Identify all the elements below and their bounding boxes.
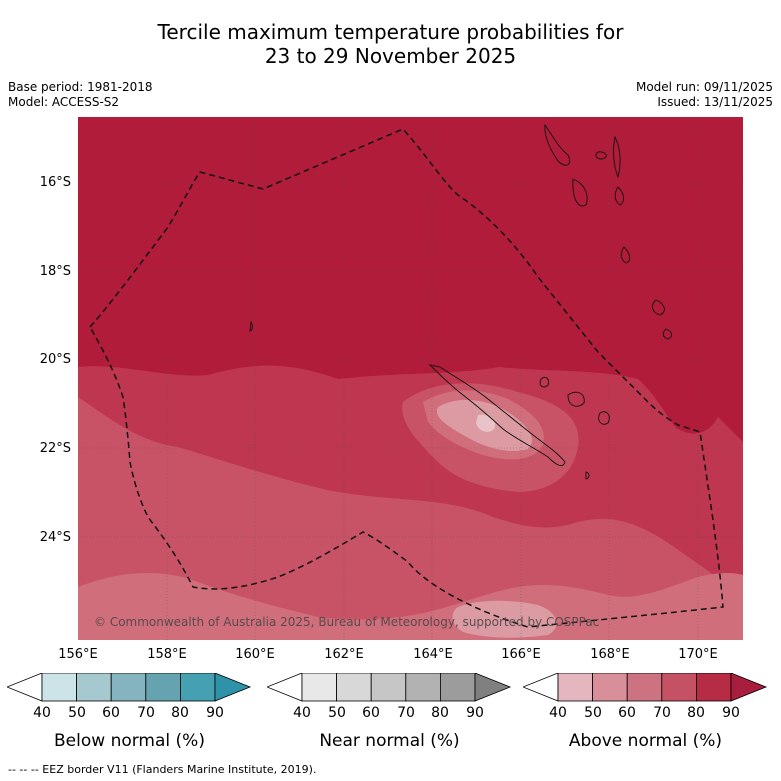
colorbar-below-segment xyxy=(145,673,181,702)
island-vanuatu-5 xyxy=(614,186,625,206)
lon-tick-164e: 164°E xyxy=(413,647,453,662)
cb-near-label-40: 40 xyxy=(293,705,311,721)
island-vanuatu-3 xyxy=(613,135,621,179)
cb-near-label-50: 50 xyxy=(328,705,346,721)
contour-above-60 xyxy=(78,572,743,640)
island-loyalty-3 xyxy=(598,411,610,425)
colorbar-above-arrow-right xyxy=(730,673,768,702)
lat-tick-24s: 24°S xyxy=(39,530,71,545)
island-south-small xyxy=(585,471,590,480)
cb-below-title: Below normal (%) xyxy=(54,731,205,751)
contour-above-40 xyxy=(476,414,496,432)
colorbar-near-segment xyxy=(301,673,337,702)
colorbar-near xyxy=(267,673,512,702)
cb-near-label-70: 70 xyxy=(397,705,415,721)
island-new-caledonia xyxy=(428,364,566,467)
lon-tick-156e: 156°E xyxy=(58,647,98,662)
lat-tick-20s: 20°S xyxy=(39,352,71,367)
colorbar-near-segment xyxy=(336,673,372,702)
lon-tick-168e: 168°E xyxy=(590,647,630,662)
issued-date: Issued: 13/11/2025 xyxy=(657,95,773,109)
colorbar-near-arrow-right xyxy=(474,673,512,702)
colorbar-below-arrow-left xyxy=(7,673,43,702)
colorbar-below-segment xyxy=(110,673,147,702)
colorbar-below-segment xyxy=(41,673,77,702)
colorbar-above xyxy=(523,673,768,702)
lon-tick-166e: 166°E xyxy=(501,647,541,662)
cb-near-label-90: 90 xyxy=(466,705,484,721)
cb-above-label-80: 80 xyxy=(687,705,705,721)
cb-below-label-90: 90 xyxy=(206,705,224,721)
cb-near-label-80: 80 xyxy=(431,705,449,721)
cb-above-label-70: 70 xyxy=(653,705,671,721)
cb-below-label-80: 80 xyxy=(171,705,189,721)
island-vanuatu-6 xyxy=(620,246,631,264)
lon-tick-162e: 162°E xyxy=(324,647,364,662)
colorbar-above-segment xyxy=(626,673,663,702)
copyright-text: © Commonwealth of Australia 2025, Bureau… xyxy=(94,615,599,629)
graticule xyxy=(78,117,743,640)
model-name: Model: ACCESS-S2 xyxy=(8,95,120,109)
colorbar-below xyxy=(7,673,252,702)
meta-right: Model run: 09/11/2025 Issued: 13/11/2025 xyxy=(636,80,773,110)
colorbar-below-arrow-right xyxy=(214,673,252,702)
probability-map: © Commonwealth of Australia 2025, Bureau… xyxy=(78,117,743,640)
cb-above-label-90: 90 xyxy=(722,705,740,721)
colorbar-above-segment xyxy=(557,673,593,702)
island-vanuatu-7 xyxy=(652,299,665,316)
lon-tick-158e: 158°E xyxy=(147,647,187,662)
colorbar-above-arrow-left xyxy=(523,673,559,702)
cb-above-label-50: 50 xyxy=(584,705,602,721)
colorbar-above-segment xyxy=(592,673,628,702)
island-vanuatu-1 xyxy=(544,123,571,166)
cb-below-label-70: 70 xyxy=(137,705,155,721)
islands xyxy=(249,123,673,480)
title-line-2: 23 to 29 November 2025 xyxy=(264,44,517,68)
island-solomon-small xyxy=(249,320,253,332)
cb-near-title: Near normal (%) xyxy=(319,731,460,751)
island-vanuatu-2 xyxy=(572,178,588,207)
cb-below-label-50: 50 xyxy=(68,705,86,721)
colorbar-below-segment xyxy=(179,673,216,702)
cb-below-label-60: 60 xyxy=(102,705,120,721)
base-period: Base period: 1981-2018 xyxy=(8,80,153,94)
lon-tick-160e: 160°E xyxy=(235,647,275,662)
cb-above-title: Above normal (%) xyxy=(568,731,723,751)
lat-tick-22s: 22°S xyxy=(39,441,71,456)
contour-above-70 xyxy=(78,397,743,640)
colorbar-above-segment xyxy=(695,673,732,702)
cb-above-label-40: 40 xyxy=(549,705,567,721)
colorbar-near-segment xyxy=(439,673,476,702)
island-loyalty-1 xyxy=(539,376,549,388)
lat-tick-18s: 18°S xyxy=(39,264,71,279)
eez-border xyxy=(89,128,724,628)
colorbar-near-segment xyxy=(405,673,441,702)
island-vanuatu-4 xyxy=(595,151,607,160)
colorbar-below-segment xyxy=(76,673,112,702)
colorbar-near-segment xyxy=(370,673,407,702)
chart-title: Tercile maximum temperature probabilitie… xyxy=(0,20,781,68)
footer-note: -- -- -- EEZ border V11 (Flanders Marine… xyxy=(8,763,317,776)
cb-above-label-60: 60 xyxy=(618,705,636,721)
colorbar-near-arrow-left xyxy=(267,673,303,702)
island-vanuatu-8 xyxy=(662,328,673,340)
title-line-1: Tercile maximum temperature probabilitie… xyxy=(157,20,624,44)
meta-left: Base period: 1981-2018 Model: ACCESS-S2 xyxy=(8,80,153,110)
colorbar-above-segment xyxy=(661,673,697,702)
model-run: Model run: 09/11/2025 xyxy=(635,80,773,94)
lon-tick-170e: 170°E xyxy=(678,647,718,662)
cb-below-label-40: 40 xyxy=(33,705,51,721)
lat-tick-16s: 16°S xyxy=(39,175,71,190)
island-loyalty-2 xyxy=(567,391,585,407)
cb-near-label-60: 60 xyxy=(362,705,380,721)
